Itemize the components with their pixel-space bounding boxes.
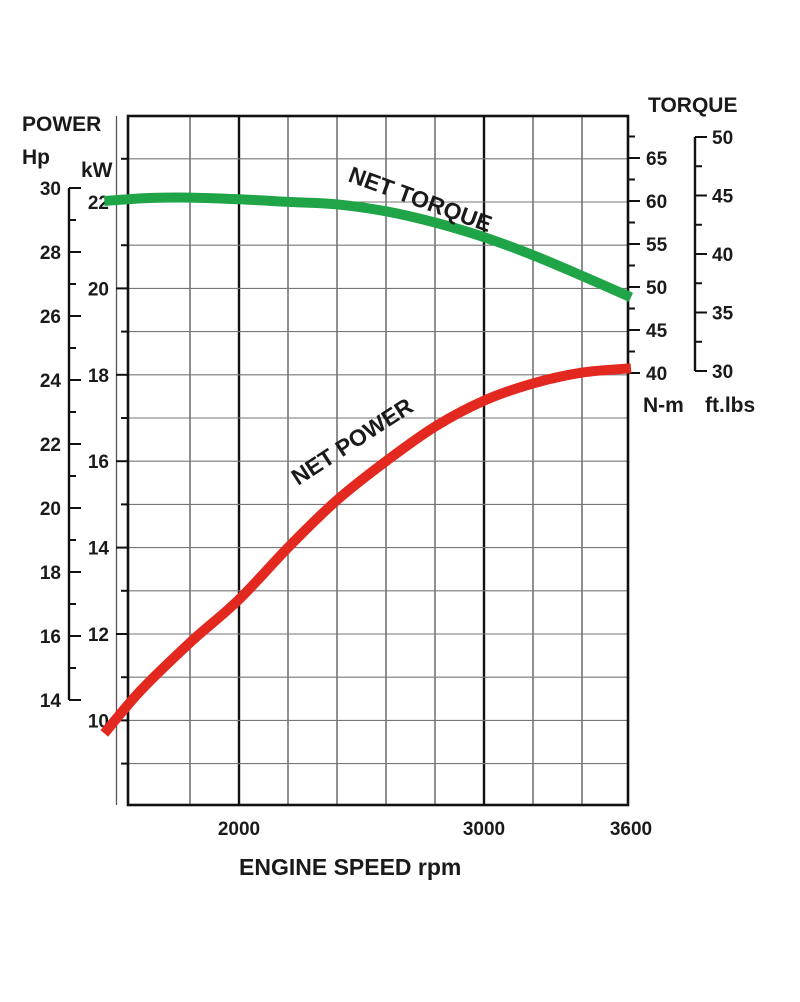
ftlb-tick-label: 45 bbox=[712, 187, 734, 208]
net-power-line bbox=[100, 363, 632, 737]
axes: 1012141618202214161820222426283040455055… bbox=[40, 114, 734, 840]
hp-tick-label: 30 bbox=[40, 179, 61, 200]
nm-tick-label: 45 bbox=[646, 321, 668, 342]
net-power-label: NET POWER bbox=[287, 392, 418, 490]
kw-tick-label: 22 bbox=[88, 193, 109, 214]
kw-tick-label: 16 bbox=[88, 452, 109, 473]
net-torque-label: NET TORQUE bbox=[345, 161, 495, 237]
x-axis-title: ENGINE SPEED rpm bbox=[239, 854, 461, 880]
nm-tick-label: 50 bbox=[646, 278, 667, 299]
hp-tick-label: 24 bbox=[40, 371, 62, 392]
hp-unit-label: Hp bbox=[22, 146, 50, 169]
nm-unit-label: N-m bbox=[643, 394, 684, 417]
kw-tick-label: 20 bbox=[88, 279, 109, 300]
ftlb-unit-label: ft.lbs bbox=[705, 394, 755, 417]
nm-tick-label: 55 bbox=[646, 235, 668, 256]
x-tick-label: 3600 bbox=[610, 819, 652, 840]
grid bbox=[115, 116, 628, 805]
torque-title: TORQUE bbox=[648, 94, 737, 117]
ftlb-tick-label: 40 bbox=[712, 245, 733, 266]
ftlb-tick-label: 35 bbox=[712, 304, 734, 325]
kw-tick-label: 18 bbox=[88, 366, 109, 387]
curves bbox=[100, 192, 634, 737]
kw-tick-label: 12 bbox=[88, 625, 109, 646]
net-torque-line bbox=[103, 192, 634, 302]
hp-tick-label: 14 bbox=[40, 691, 62, 712]
nm-tick-label: 60 bbox=[646, 192, 667, 213]
x-tick-label: 3000 bbox=[463, 819, 505, 840]
kw-unit-label: kW bbox=[81, 159, 113, 182]
nm-tick-label: 65 bbox=[646, 149, 668, 170]
x-tick-label: 2000 bbox=[218, 819, 260, 840]
ftlb-tick-label: 30 bbox=[712, 362, 733, 383]
hp-tick-label: 18 bbox=[40, 563, 61, 584]
power-title: POWER bbox=[22, 113, 101, 136]
hp-tick-label: 20 bbox=[40, 499, 61, 520]
plot-frame bbox=[126, 114, 630, 807]
nm-tick-label: 40 bbox=[646, 364, 667, 385]
kw-tick-label: 14 bbox=[88, 539, 110, 560]
ftlb-tick-label: 50 bbox=[712, 128, 733, 149]
hp-tick-label: 16 bbox=[40, 627, 61, 648]
hp-tick-label: 22 bbox=[40, 435, 61, 456]
hp-tick-label: 28 bbox=[40, 243, 61, 264]
hp-tick-label: 26 bbox=[40, 307, 61, 328]
